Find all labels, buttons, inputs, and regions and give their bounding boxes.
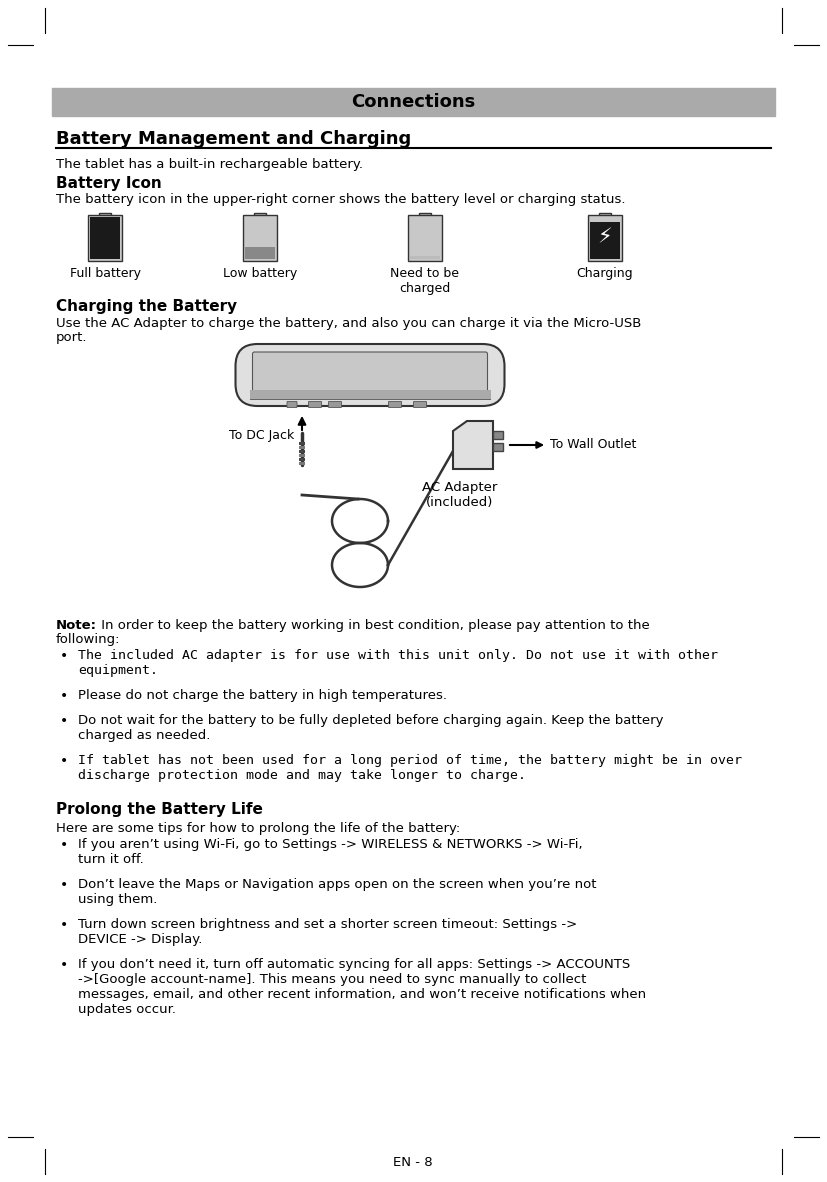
Text: Here are some tips for how to prolong the life of the battery:: Here are some tips for how to prolong th… [56, 821, 461, 834]
Bar [299, 462, 305, 465]
Bar [99, 213, 111, 217]
Text: Low battery: Low battery [222, 267, 297, 280]
FancyBboxPatch shape [389, 402, 401, 408]
Text: If you aren’t using Wi-Fi, go to Settings -> WIRELESS & NETWORKS -> Wi-Fi,
turn : If you aren’t using Wi-Fi, go to Setting… [78, 838, 583, 866]
Bar [493, 443, 503, 452]
Text: •: • [60, 649, 68, 663]
Text: •: • [60, 878, 68, 892]
Text: EN - 8: EN - 8 [393, 1156, 433, 1169]
Text: Note:: Note: [56, 619, 97, 632]
Text: Charging the Battery: Charging the Battery [56, 299, 237, 314]
Text: The tablet has a built-in rechargeable battery.: The tablet has a built-in rechargeable b… [56, 158, 363, 171]
Text: port.: port. [56, 331, 88, 344]
Text: Prolong the Battery Life: Prolong the Battery Life [56, 803, 263, 817]
Text: •: • [60, 957, 68, 972]
Text: Battery Management and Charging: Battery Management and Charging [56, 130, 411, 148]
Bar [299, 454, 305, 457]
Bar [408, 215, 442, 261]
Bar [590, 222, 620, 259]
Bar [419, 213, 431, 217]
Text: following:: following: [56, 634, 121, 647]
Text: •: • [60, 689, 68, 703]
Bar [588, 215, 622, 261]
Polygon shape [453, 421, 493, 469]
Text: If tablet has not been used for a long period of time, the battery might be in o: If tablet has not been used for a long p… [78, 754, 742, 782]
Text: The battery icon in the upper-right corner shows the battery level or charging s: The battery icon in the upper-right corn… [56, 193, 625, 206]
FancyBboxPatch shape [328, 402, 342, 408]
Text: The included AC adapter is for use with this unit only. Do not use it with other: The included AC adapter is for use with … [78, 649, 718, 677]
Bar [250, 390, 490, 400]
Text: •: • [60, 838, 68, 852]
Bar [299, 442, 305, 444]
Text: Don’t leave the Maps or Navigation apps open on the screen when you’re not
using: Don’t leave the Maps or Navigation apps … [78, 878, 596, 905]
Bar [243, 215, 277, 261]
Text: ⚡: ⚡ [598, 227, 612, 247]
Text: In order to keep the battery working in best condition, please pay attention to : In order to keep the battery working in … [97, 619, 650, 632]
Bar [493, 431, 503, 439]
Text: •: • [60, 754, 68, 768]
Text: Charging: Charging [576, 267, 633, 280]
Bar [90, 217, 120, 259]
FancyBboxPatch shape [414, 402, 427, 408]
Bar [250, 398, 490, 400]
Text: Do not wait for the battery to be fully depleted before charging again. Keep the: Do not wait for the battery to be fully … [78, 714, 663, 742]
Bar [299, 450, 305, 453]
Text: Full battery: Full battery [69, 267, 141, 280]
FancyBboxPatch shape [236, 344, 504, 405]
Bar [52, 87, 775, 116]
Text: Connections: Connections [351, 93, 476, 111]
Text: Battery Icon: Battery Icon [56, 176, 162, 191]
Bar [254, 213, 266, 217]
Bar [599, 213, 611, 217]
Text: AC Adapter
(included): AC Adapter (included) [423, 481, 498, 509]
Text: To DC Jack: To DC Jack [229, 429, 294, 442]
Text: Please do not charge the battery in high temperatures.: Please do not charge the battery in high… [78, 689, 447, 702]
Text: To Wall Outlet: To Wall Outlet [550, 439, 636, 452]
FancyBboxPatch shape [287, 402, 297, 408]
Bar [299, 446, 305, 449]
Text: Use the AC Adapter to charge the battery, and also you can charge it via the Mic: Use the AC Adapter to charge the battery… [56, 317, 642, 330]
Bar [245, 247, 275, 259]
Text: Turn down screen brightness and set a shorter screen timeout: Settings ->
DEVICE: Turn down screen brightness and set a sh… [78, 918, 577, 946]
Bar [299, 457, 305, 461]
FancyBboxPatch shape [252, 352, 487, 392]
Bar [88, 215, 122, 261]
Bar [410, 256, 440, 259]
Text: If you don’t need it, turn off automatic syncing for all apps: Settings -> ACCOU: If you don’t need it, turn off automatic… [78, 957, 646, 1017]
FancyBboxPatch shape [308, 402, 322, 408]
Text: Need to be
charged: Need to be charged [390, 267, 460, 296]
Text: •: • [60, 714, 68, 728]
Text: •: • [60, 918, 68, 931]
